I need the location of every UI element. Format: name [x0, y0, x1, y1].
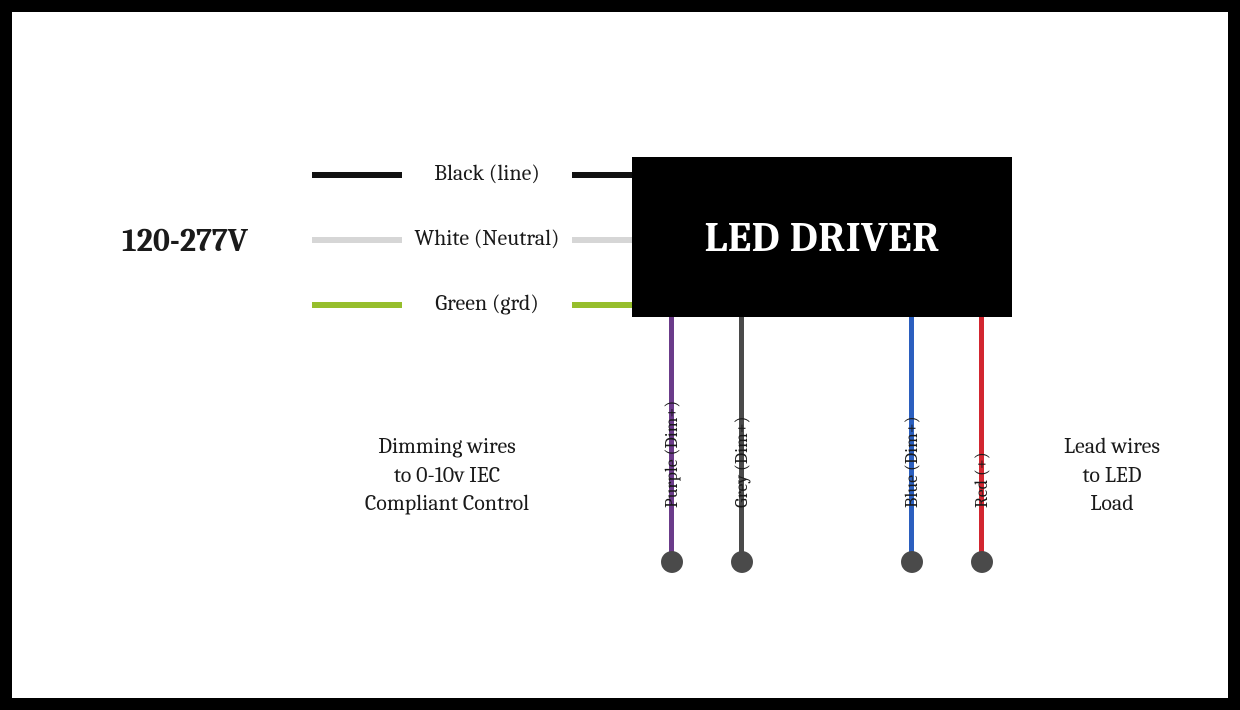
caption-line: Compliant Control [327, 489, 567, 518]
voltage-label: 120-277V [122, 222, 248, 259]
caption-line: to LED [1032, 461, 1192, 490]
blue-dim-plus-label: Blue (Dim+) [901, 416, 922, 508]
caption-line: to 0-10v IEC [327, 461, 567, 490]
grey-dim-plus-terminal-dot [731, 551, 753, 573]
red-plus-wire [979, 317, 984, 562]
black-line-wire-left [312, 172, 402, 178]
diagram-frame: 120-277V LED DRIVER Black (line) White (N… [0, 0, 1240, 710]
black-line-wire-right [572, 172, 632, 178]
white-neutral-label: White (Neutral) [407, 225, 567, 251]
green-ground-label: Green (grd) [407, 290, 567, 316]
grey-dim-plus-label: Grey (Dim+) [731, 417, 752, 509]
green-ground-wire-left [312, 302, 402, 308]
purple-dim-plus-label: Purple (Dim+) [661, 401, 682, 508]
red-plus-label: Red (+) [971, 452, 992, 508]
white-neutral-wire-left [312, 237, 402, 243]
led-driver-label: LED DRIVER [704, 213, 939, 262]
blue-dim-plus-terminal-dot [901, 551, 923, 573]
caption-line: Lead wires [1032, 432, 1192, 461]
caption-line: Load [1032, 489, 1192, 518]
black-line-label: Black (line) [407, 160, 567, 186]
red-plus-terminal-dot [971, 551, 993, 573]
white-neutral-wire-right [572, 237, 632, 243]
green-ground-wire-right [572, 302, 632, 308]
lead-caption: Lead wiresto LEDLoad [1032, 432, 1192, 518]
led-driver-box: LED DRIVER [632, 157, 1012, 317]
dimming-caption: Dimming wiresto 0-10v IECCompliant Contr… [327, 432, 567, 518]
caption-line: Dimming wires [327, 432, 567, 461]
purple-dim-plus-terminal-dot [661, 551, 683, 573]
